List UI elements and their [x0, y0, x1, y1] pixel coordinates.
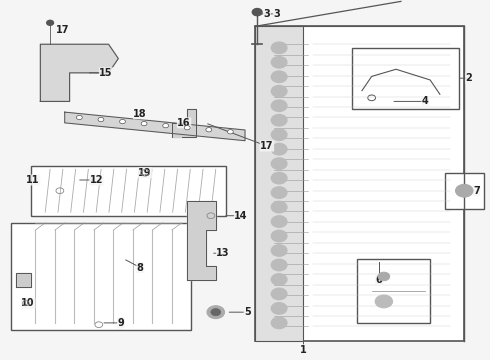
Text: 15: 15 [99, 68, 113, 78]
Polygon shape [40, 44, 118, 102]
Circle shape [271, 172, 287, 184]
Text: 2: 2 [466, 73, 472, 83]
Text: 4: 4 [422, 96, 429, 107]
Polygon shape [16, 273, 30, 287]
Circle shape [456, 184, 473, 197]
Text: 17: 17 [55, 25, 69, 35]
Bar [11, 223, 192, 330]
Circle shape [163, 123, 169, 128]
Circle shape [271, 57, 287, 68]
Text: 5: 5 [244, 307, 251, 317]
Text: 14: 14 [234, 211, 248, 221]
Bar [30, 166, 225, 216]
Circle shape [207, 306, 224, 319]
Bar [255, 26, 464, 341]
Circle shape [271, 86, 287, 97]
Circle shape [271, 288, 287, 300]
Circle shape [206, 127, 212, 132]
Text: 11: 11 [26, 175, 40, 185]
Circle shape [184, 126, 190, 130]
Text: 17: 17 [260, 141, 274, 151]
Circle shape [47, 20, 53, 25]
Circle shape [271, 129, 287, 140]
Text: 8: 8 [137, 262, 144, 273]
Circle shape [375, 295, 392, 308]
Text: 10: 10 [22, 298, 35, 308]
Circle shape [120, 120, 125, 124]
Polygon shape [187, 202, 216, 280]
Bar [357, 258, 430, 323]
Text: 3: 3 [264, 9, 270, 19]
Circle shape [271, 216, 287, 227]
Bar [445, 173, 484, 208]
Circle shape [271, 114, 287, 126]
Circle shape [271, 245, 287, 256]
Circle shape [271, 158, 287, 169]
Circle shape [76, 115, 82, 120]
Polygon shape [172, 109, 196, 137]
Circle shape [271, 71, 287, 82]
Circle shape [271, 274, 287, 285]
Circle shape [271, 42, 287, 54]
Text: 16: 16 [177, 118, 191, 128]
Text: 19: 19 [138, 168, 152, 178]
Circle shape [252, 9, 262, 16]
Circle shape [271, 259, 287, 271]
Circle shape [271, 230, 287, 242]
Text: 12: 12 [90, 175, 103, 185]
Text: 7: 7 [473, 186, 480, 196]
Circle shape [141, 121, 147, 126]
Circle shape [271, 317, 287, 329]
Text: 18: 18 [133, 109, 147, 119]
Text: 6: 6 [376, 275, 382, 285]
Text: 13: 13 [216, 248, 230, 258]
Circle shape [271, 100, 287, 112]
Circle shape [271, 303, 287, 314]
Circle shape [378, 272, 390, 281]
Text: 3: 3 [273, 9, 280, 19]
Circle shape [211, 309, 220, 316]
Circle shape [98, 117, 104, 122]
Polygon shape [65, 112, 245, 141]
Circle shape [271, 201, 287, 213]
Circle shape [271, 187, 287, 198]
Circle shape [227, 130, 233, 134]
Text: 1: 1 [300, 345, 307, 355]
Bar [255, 26, 303, 341]
Circle shape [271, 143, 287, 155]
Bar [352, 48, 460, 109]
Text: 9: 9 [118, 318, 124, 328]
